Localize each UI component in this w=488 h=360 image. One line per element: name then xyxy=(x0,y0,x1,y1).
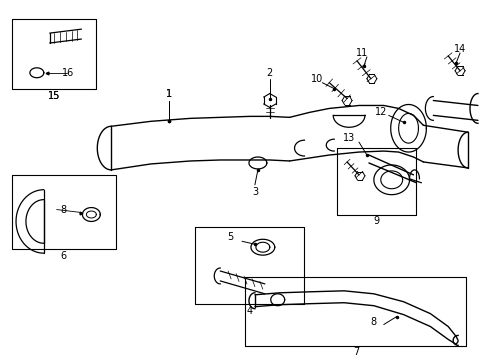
Text: 14: 14 xyxy=(453,44,465,54)
Text: 16: 16 xyxy=(62,68,75,78)
Text: 1: 1 xyxy=(165,89,171,99)
Text: 12: 12 xyxy=(374,107,386,117)
Text: 8: 8 xyxy=(370,316,376,327)
Text: 8: 8 xyxy=(61,204,66,215)
Text: 3: 3 xyxy=(251,187,258,197)
Text: 7: 7 xyxy=(352,347,358,357)
Text: 4: 4 xyxy=(246,306,252,316)
Text: 15: 15 xyxy=(47,91,60,100)
Text: 9: 9 xyxy=(373,216,379,226)
Text: 5: 5 xyxy=(226,232,233,242)
Text: 11: 11 xyxy=(355,48,367,58)
Text: 2: 2 xyxy=(266,68,272,78)
Text: 15: 15 xyxy=(47,91,60,100)
Text: 6: 6 xyxy=(61,251,66,261)
Text: 10: 10 xyxy=(310,74,323,84)
Text: 1: 1 xyxy=(165,89,171,99)
Text: 13: 13 xyxy=(342,133,354,143)
